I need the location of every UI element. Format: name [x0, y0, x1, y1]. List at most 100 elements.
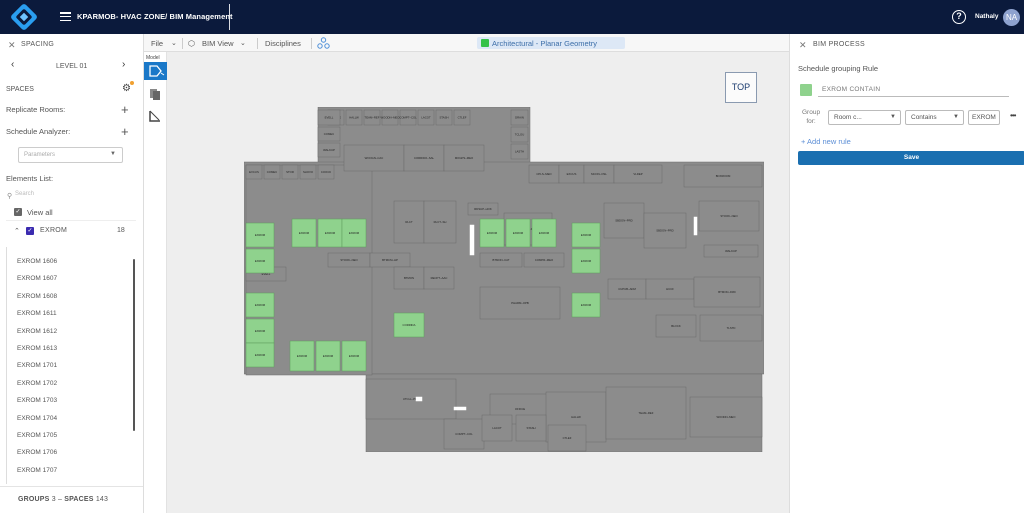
- room[interactable]: [393, 200, 425, 244]
- room[interactable]: [345, 109, 363, 126]
- gear-icon[interactable]: ⚙: [122, 83, 131, 94]
- documents-tool-button[interactable]: [144, 85, 167, 103]
- bim-view-menu[interactable]: BIM View: [202, 39, 234, 48]
- disciplines-menu[interactable]: Disciplines: [265, 39, 301, 48]
- search-input[interactable]: Search: [15, 191, 35, 197]
- room[interactable]: [317, 164, 335, 180]
- list-item[interactable]: EXROM 1611: [17, 310, 57, 318]
- highlighted-room[interactable]: [341, 340, 367, 372]
- room[interactable]: [547, 424, 587, 452]
- highlighted-room[interactable]: [571, 248, 601, 274]
- view-all-checkbox[interactable]: ✓: [14, 208, 22, 216]
- list-item[interactable]: EXROM 1606: [17, 258, 58, 265]
- corridor-gap[interactable]: [693, 216, 698, 236]
- room[interactable]: [417, 109, 435, 126]
- room[interactable]: [523, 252, 565, 268]
- highlighted-room[interactable]: [341, 218, 367, 248]
- list-item[interactable]: EXROM 1701: [17, 362, 58, 370]
- room[interactable]: [423, 200, 457, 244]
- rule-color-swatch[interactable]: [800, 84, 812, 96]
- list-item[interactable]: EXROM 1613: [17, 345, 58, 352]
- avatar[interactable]: NA: [1003, 9, 1020, 26]
- list-item[interactable]: EXROM 1608: [17, 292, 58, 300]
- group-checkbox[interactable]: ✓: [26, 227, 34, 235]
- room[interactable]: [467, 202, 499, 216]
- highlighted-room[interactable]: [505, 218, 531, 248]
- chevron-down-icon[interactable]: ⌄: [240, 40, 246, 47]
- list-item[interactable]: EXROM 1707: [17, 466, 58, 474]
- list-item[interactable]: EXROM 1607: [17, 275, 58, 283]
- add-schedule-button[interactable]: +: [121, 124, 129, 139]
- highlighted-room[interactable]: [571, 292, 601, 318]
- rule-name-field[interactable]: EXROM CONTAIN: [822, 86, 881, 93]
- highlighted-room[interactable]: [315, 340, 341, 372]
- highlighted-room[interactable]: [245, 292, 275, 318]
- room[interactable]: [479, 252, 523, 268]
- room[interactable]: [683, 164, 763, 188]
- hamburger-menu-icon[interactable]: [60, 12, 71, 22]
- room[interactable]: [703, 244, 759, 258]
- room[interactable]: [699, 314, 763, 342]
- app-logo-icon[interactable]: [10, 4, 38, 31]
- view-cube[interactable]: TOP: [725, 72, 757, 103]
- list-item[interactable]: EXROM 1706: [17, 449, 58, 457]
- room[interactable]: [299, 164, 317, 180]
- highlighted-room[interactable]: [245, 222, 275, 248]
- help-icon[interactable]: ?: [952, 10, 966, 24]
- room[interactable]: [263, 164, 281, 180]
- save-button[interactable]: Save: [798, 151, 1024, 165]
- room[interactable]: [479, 286, 561, 320]
- operator-select[interactable]: Contains ▼: [905, 110, 964, 125]
- room[interactable]: [363, 109, 381, 126]
- room[interactable]: [481, 414, 513, 442]
- file-menu[interactable]: File: [151, 39, 164, 48]
- room[interactable]: [281, 164, 299, 180]
- room[interactable]: [510, 109, 529, 126]
- room[interactable]: [453, 109, 471, 126]
- room[interactable]: [381, 109, 399, 126]
- room[interactable]: [317, 142, 341, 158]
- list-item[interactable]: EXROM 1705: [17, 432, 58, 439]
- highlighted-room[interactable]: [317, 218, 343, 248]
- room[interactable]: [698, 200, 760, 232]
- corridor-gap[interactable]: [415, 396, 423, 402]
- room[interactable]: [399, 109, 417, 126]
- floor-plan[interactable]: OFFICEHALLWTEAM–REFWOODN–MEOCOMPT–COLLAC…: [244, 107, 764, 452]
- measure-tool-button[interactable]: [144, 107, 167, 125]
- chevron-down-icon[interactable]: ⌄: [171, 40, 177, 47]
- room[interactable]: [245, 164, 263, 180]
- model-chip[interactable]: Architectural - Planar Geometry: [477, 37, 625, 49]
- room[interactable]: [403, 144, 445, 172]
- room[interactable]: [613, 164, 663, 184]
- highlighted-room[interactable]: [571, 222, 601, 248]
- scrollbar[interactable]: [133, 259, 135, 431]
- room[interactable]: [510, 143, 529, 160]
- room[interactable]: [317, 126, 341, 142]
- list-item[interactable]: EXROM 1612: [17, 327, 58, 335]
- add-new-rule-link[interactable]: + Add new rule: [801, 137, 851, 146]
- chevron-right-icon[interactable]: ›: [122, 59, 126, 70]
- room[interactable]: [655, 314, 697, 338]
- add-replicate-button[interactable]: +: [121, 102, 129, 117]
- room[interactable]: [643, 212, 687, 249]
- highlighted-room[interactable]: [291, 218, 317, 248]
- select-tool-button[interactable]: [144, 62, 167, 80]
- room[interactable]: [443, 418, 485, 450]
- room[interactable]: [693, 276, 761, 308]
- room[interactable]: [689, 396, 763, 438]
- room[interactable]: [343, 144, 405, 172]
- room[interactable]: [443, 144, 485, 172]
- bim-viewer[interactable]: File ⌄ ⬡ BIM View ⌄ Disciplines Architec…: [144, 34, 789, 513]
- room[interactable]: [369, 252, 411, 268]
- close-icon[interactable]: ✕: [799, 40, 807, 50]
- room[interactable]: [317, 109, 341, 126]
- list-item[interactable]: EXROM 1704: [17, 414, 58, 422]
- highlighted-room[interactable]: [393, 312, 425, 338]
- room[interactable]: [423, 266, 455, 290]
- corridor-gap[interactable]: [453, 406, 467, 411]
- field-select[interactable]: Room c... ▼: [828, 110, 901, 125]
- corridor-gap[interactable]: [469, 224, 475, 256]
- highlighted-room[interactable]: [289, 340, 315, 372]
- parameters-select[interactable]: Parameters ▼: [18, 147, 123, 163]
- room[interactable]: [515, 414, 547, 442]
